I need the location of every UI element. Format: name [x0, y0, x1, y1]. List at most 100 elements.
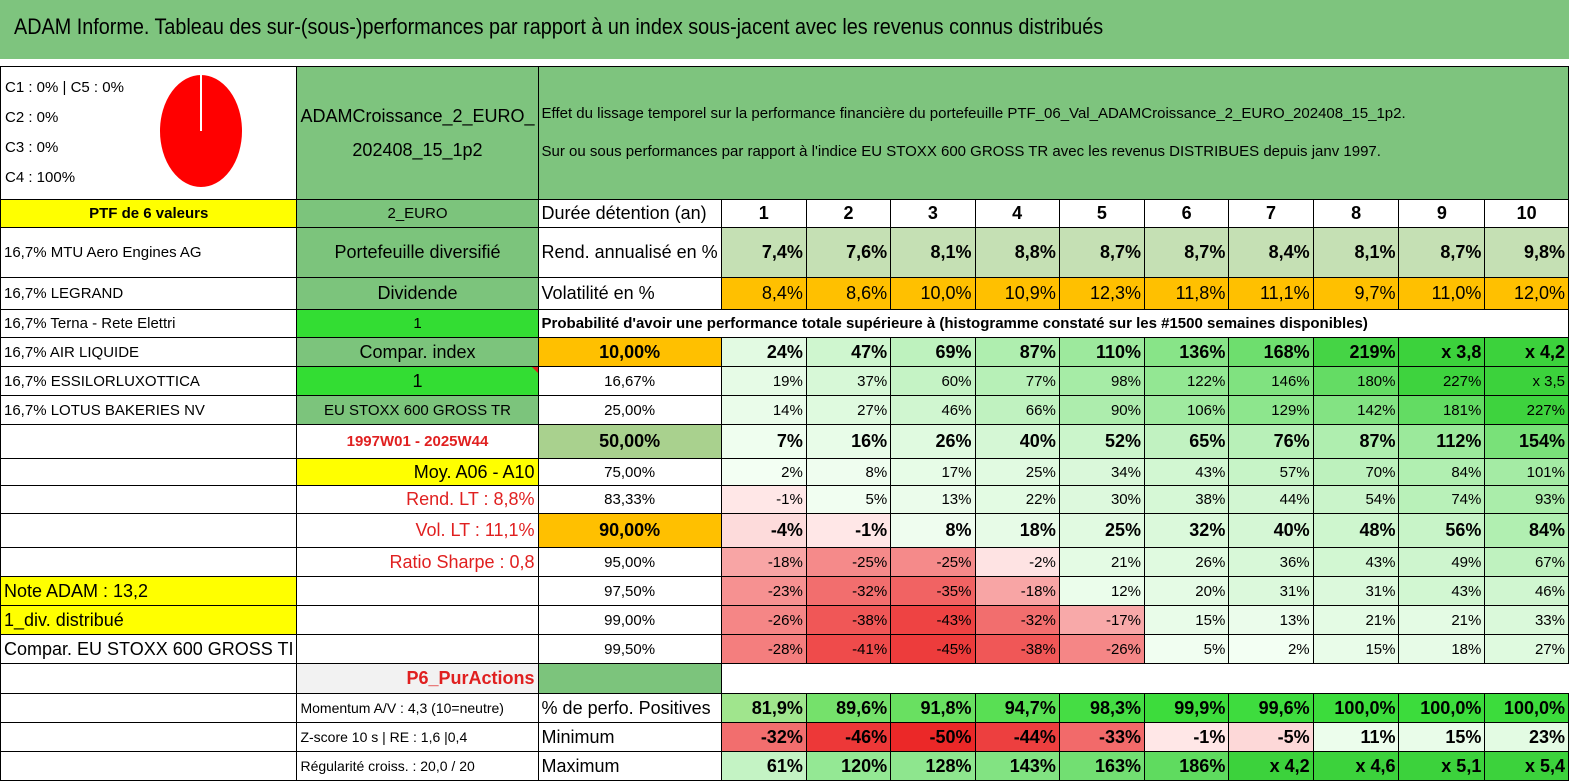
- probability-cell: 142%: [1312, 395, 1400, 425]
- probability-cell: 30%: [1058, 485, 1146, 514]
- left-info-cell: 16,7% LOTUS BAKERIES NV: [0, 395, 298, 425]
- min-cell: -1%: [1143, 722, 1230, 752]
- probability-cell: 46%: [1484, 576, 1569, 606]
- probability-threshold: 75,00%: [537, 458, 722, 486]
- left-info-cell: [0, 458, 298, 486]
- rend-cell: 8,1%: [890, 227, 976, 278]
- rend-cell: 8,4%: [1228, 227, 1314, 278]
- probability-threshold: 83,33%: [537, 485, 722, 514]
- stat-info: Z-score 10 s | RE : 1,6 |0,4: [296, 722, 539, 752]
- rend-label: Rend. annualisé en %: [537, 227, 722, 278]
- probability-cell: 40%: [974, 424, 1060, 459]
- max-cell: 186%: [1143, 751, 1230, 781]
- duration-header: 1: [720, 199, 807, 228]
- probability-cell: 18%: [974, 513, 1060, 548]
- mid-info-cell: [296, 634, 539, 664]
- probability-cell: 21%: [1398, 605, 1486, 635]
- vol-cell: 10,0%: [890, 277, 976, 310]
- probability-cell: -38%: [974, 634, 1060, 664]
- max-cell: x 4,2: [1228, 751, 1314, 781]
- max-cell: x 4,6: [1312, 751, 1400, 781]
- duration-label: Durée détention (an): [537, 199, 722, 228]
- probability-cell: -41%: [805, 634, 892, 664]
- mid-info-text: Compar. index: [359, 341, 476, 362]
- allocation-label: C1 : 0% | C5 : 0%: [5, 79, 124, 96]
- max-cell: 163%: [1058, 751, 1146, 781]
- probability-cell: 76%: [1228, 424, 1314, 459]
- max-cell: 61%: [720, 751, 807, 781]
- probability-cell: -25%: [805, 547, 892, 577]
- probability-cell: -28%: [720, 634, 807, 664]
- vol-cell: 11,0%: [1398, 277, 1486, 310]
- probability-cell: 66%: [974, 395, 1060, 425]
- vol-cell: 10,9%: [974, 277, 1060, 310]
- probability-cell: 21%: [1058, 547, 1146, 577]
- probability-cell: 21%: [1312, 605, 1400, 635]
- stat-label: Minimum: [537, 722, 722, 752]
- left-info-cell: 16,7% ESSILORLUXOTTICA: [0, 366, 298, 396]
- sheet-body: C1 : 0% | C5 : 0% C2 : 0% C3 : 0% C4 : 1…: [0, 66, 1569, 781]
- probability-cell: 180%: [1312, 366, 1400, 396]
- probability-threshold: 10,00%: [537, 337, 722, 367]
- probability-cell: 43%: [1312, 547, 1400, 577]
- vol-cell: 8,6%: [805, 277, 892, 310]
- allocation-labels: C1 : 0% | C5 : 0% C2 : 0% C3 : 0% C4 : 1…: [5, 73, 124, 193]
- probability-cell: 49%: [1398, 547, 1486, 577]
- probability-cell: 22%: [974, 485, 1060, 514]
- probability-cell: 17%: [890, 458, 976, 486]
- probability-cell: 14%: [720, 395, 807, 425]
- probability-cell: 26%: [890, 424, 976, 459]
- duration-header: 4: [974, 199, 1060, 228]
- probability-threshold: 25,00%: [537, 395, 722, 425]
- holding-item: 16,7% Terna - Rete Elettri: [0, 309, 298, 338]
- probability-cell: x 3,5: [1484, 366, 1569, 396]
- max-cell: x 5,1: [1398, 751, 1486, 781]
- probability-cell: 34%: [1058, 458, 1146, 486]
- probability-cell: 47%: [805, 337, 892, 367]
- min-cell: -46%: [805, 722, 892, 752]
- probability-cell: -32%: [805, 576, 892, 606]
- duration-header: 9: [1398, 199, 1486, 228]
- portfolio-count: PTF de 6 valeurs: [0, 199, 298, 228]
- rend-cell: 8,7%: [1058, 227, 1146, 278]
- probability-cell: 8%: [890, 513, 976, 548]
- portfolio-description-cell: Effet du lissage temporel sur la perform…: [537, 66, 1569, 200]
- probability-cell: -2%: [974, 547, 1060, 577]
- mid-info-text: Vol. LT : 11,1%: [415, 520, 535, 540]
- left-info-cell: Compar. EU STOXX 600 GROSS TI: [0, 634, 298, 664]
- rend-cell: 8,8%: [974, 227, 1060, 278]
- probability-cell: -18%: [974, 576, 1060, 606]
- probability-cell: -26%: [720, 605, 807, 635]
- probability-threshold: 90,00%: [537, 513, 722, 548]
- probability-cell: 33%: [1484, 605, 1569, 635]
- min-cell: 11%: [1312, 722, 1400, 752]
- allocation-label: C4 : 100%: [5, 169, 76, 186]
- probability-cell: 26%: [1143, 547, 1230, 577]
- duration-header: 5: [1058, 199, 1146, 228]
- probability-cell: 2%: [720, 458, 807, 486]
- probability-cell: -43%: [890, 605, 976, 635]
- probability-cell: -45%: [890, 634, 976, 664]
- left-info-cell: [0, 547, 298, 577]
- max-cell: 143%: [974, 751, 1060, 781]
- probability-cell: 181%: [1398, 395, 1486, 425]
- vol-cell: 9,7%: [1312, 277, 1400, 310]
- probability-cell: 57%: [1228, 458, 1314, 486]
- probability-cell: 112%: [1398, 424, 1486, 459]
- mid-info-cell: Compar. index: [296, 337, 539, 367]
- probability-threshold: 99,00%: [537, 605, 722, 635]
- probability-cell: 13%: [890, 485, 976, 514]
- dividend-value: 1: [296, 309, 539, 338]
- probability-cell: 154%: [1484, 424, 1569, 459]
- probability-cell: 168%: [1228, 337, 1314, 367]
- empty-cell: [0, 663, 298, 694]
- vol-cell: 12,3%: [1058, 277, 1146, 310]
- probability-threshold: 97,50%: [537, 576, 722, 606]
- probability-cell: 87%: [1312, 424, 1400, 459]
- rend-cell: 7,6%: [805, 227, 892, 278]
- dividend-label: Dividende: [296, 277, 539, 310]
- left-info-cell: [0, 513, 298, 548]
- rend-cell: 8,7%: [1143, 227, 1230, 278]
- empty-cell: [721, 664, 1568, 694]
- probability-cell: -18%: [720, 547, 807, 577]
